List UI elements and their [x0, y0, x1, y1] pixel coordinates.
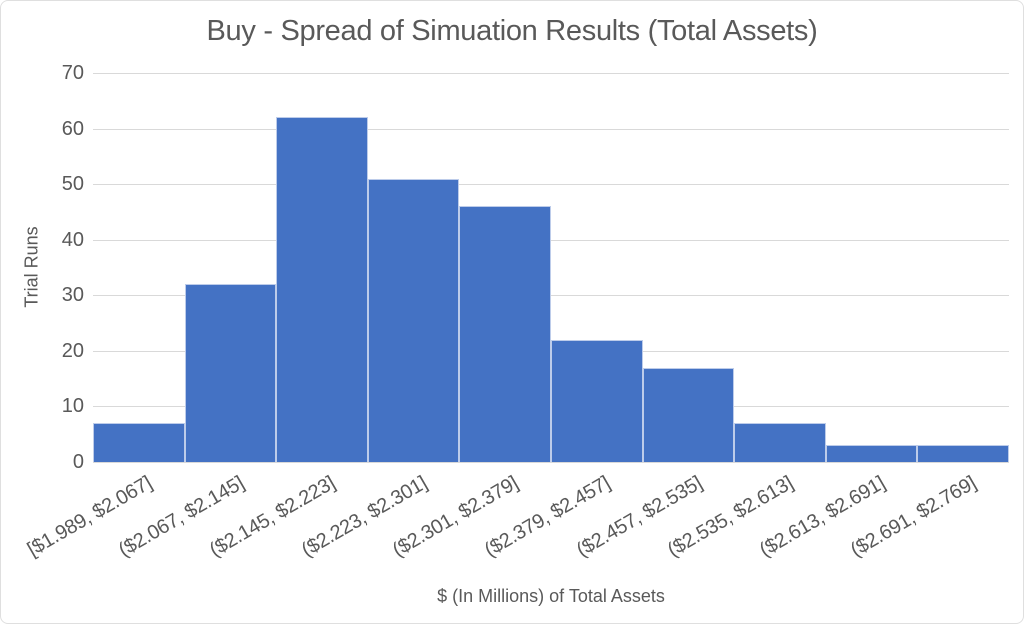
gridline-y-50 — [93, 184, 1009, 186]
histogram-bar-6 — [551, 339, 643, 462]
gridline-y-60 — [93, 128, 1009, 130]
gridline-y-70 — [93, 73, 1009, 74]
y-tick-label-40: 40 — [61, 228, 84, 251]
y-tick-label-50: 50 — [61, 173, 84, 196]
histogram-bar-8 — [734, 423, 826, 462]
histogram-bar-7 — [642, 367, 735, 462]
x-axis-title: $ (In Millions) of Total Assets — [437, 586, 665, 606]
histogram-bar-2 — [184, 284, 277, 462]
y-tick-label-70: 70 — [61, 62, 84, 84]
gridline-y-40 — [93, 239, 1009, 241]
gridline-y-30 — [93, 295, 1009, 297]
histogram-bar-5 — [459, 206, 551, 462]
y-tick-label-20: 20 — [61, 339, 84, 362]
y-tick-label-60: 60 — [61, 117, 84, 140]
y-tick-label-10: 10 — [61, 395, 84, 418]
histogram-bar-3 — [276, 117, 368, 462]
histogram-bar-10 — [917, 445, 1009, 462]
y-tick-label-30: 30 — [61, 284, 84, 307]
histogram-bar-9 — [825, 445, 918, 462]
histogram-bar-1 — [93, 423, 185, 462]
histogram-bar-4 — [367, 178, 460, 462]
y-tick-label-0: 0 — [72, 451, 84, 473]
chart-title: Buy - Spread of Simuation Results (Total… — [206, 15, 818, 47]
plot-area — [93, 73, 1009, 463]
